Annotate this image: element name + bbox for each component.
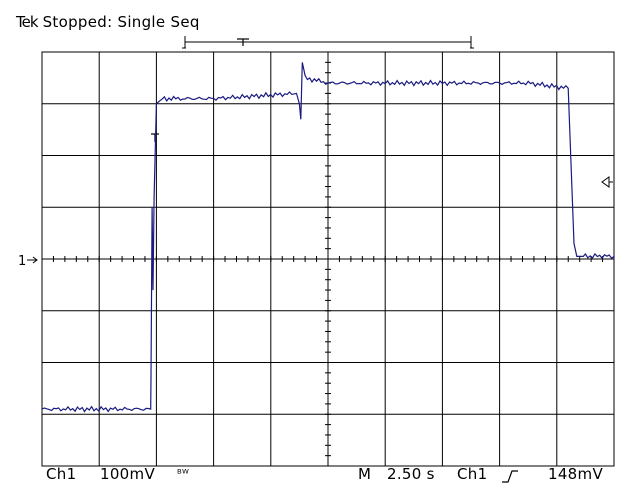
bandwidth-limit-icon: ᴮᵂ	[177, 467, 190, 480]
record-length-bar	[182, 36, 474, 49]
trigger-source: Ch1	[457, 465, 488, 483]
ch1-scale: 100mV	[100, 465, 156, 483]
trigger-level: 148mV	[548, 465, 604, 483]
ground-arrow-icon	[27, 256, 38, 264]
acquisition-mode: Single Seq	[117, 13, 200, 31]
rising-edge-icon	[502, 470, 518, 483]
timebase-value: 2.50 s	[387, 465, 435, 483]
trigger-level-arrow-icon	[601, 176, 613, 188]
main-timebase-label: M	[358, 465, 372, 483]
brand-label: Tek	[16, 13, 39, 31]
acquisition-status: Tek Stopped: Single Seq	[16, 13, 200, 31]
record-trigger-marker	[237, 38, 249, 46]
run-state: Stopped:	[42, 13, 113, 31]
channel-1-marker: 1	[18, 254, 26, 269]
ch1-waveform	[41, 62, 615, 413]
graticule	[41, 51, 615, 467]
ch1-label: Ch1	[46, 465, 77, 483]
